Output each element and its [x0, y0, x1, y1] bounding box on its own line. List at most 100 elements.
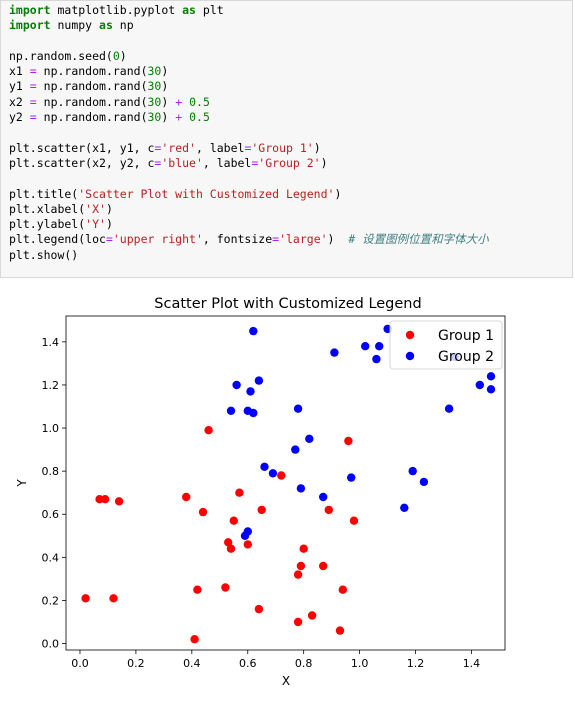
legend-marker-group-1	[405, 330, 415, 340]
point-group-1	[221, 583, 230, 592]
x-axis-ticks: 0.0 0.2 0.4 0.6 0.8 1.0 1.2 1.4	[71, 650, 480, 670]
point-group-2	[444, 404, 454, 413]
point-group-1	[307, 611, 317, 620]
code-token: 'X'	[85, 201, 106, 216]
point-group-2	[475, 380, 484, 390]
point-group-2	[226, 406, 236, 415]
code-line: np.random.seed(0)	[9, 49, 127, 63]
code-token: , label	[195, 140, 245, 155]
point-group-1	[344, 436, 353, 446]
point-group-2	[260, 462, 269, 471]
code-token: )	[327, 232, 349, 247]
code-token: =	[105, 232, 113, 247]
point-group-2	[254, 376, 264, 385]
code-token: np.random.seed(	[9, 48, 113, 63]
legend: Group 1 Group 2	[389, 320, 503, 370]
code-token: plt.ylabel(	[9, 217, 86, 232]
code-editor[interactable]: import matplotlib.pyplot as plt import n…	[1, 1, 572, 263]
code-token: )	[161, 110, 176, 125]
point-group-1	[324, 505, 333, 515]
code-token: plt.show()	[9, 247, 79, 262]
code-token: plt.scatter(x1, y1, c	[9, 140, 155, 155]
point-group-1	[182, 492, 191, 502]
code-token: 30	[147, 94, 162, 109]
y-axis-ticks: 0.0 0.2 0.4 0.6 0.8 1.0 1.2 1.4	[42, 336, 66, 651]
code-line: import matplotlib.pyplot as plt	[9, 3, 224, 17]
point-group-1	[235, 488, 244, 497]
code-cell[interactable]: import matplotlib.pyplot as plt import n…	[0, 0, 573, 278]
point-group-1	[335, 626, 345, 635]
code-token: np	[112, 18, 134, 33]
point-group-1	[243, 540, 252, 549]
legend-label-group-2: Group 2	[438, 349, 494, 365]
point-group-1	[190, 635, 199, 644]
code-token: 0.5	[189, 94, 210, 109]
code-token: x2	[9, 94, 30, 109]
code-token: x1	[9, 64, 30, 79]
point-group-1	[277, 471, 286, 480]
point-group-1	[229, 516, 238, 525]
code-line: plt.title('Scatter Plot with Customized …	[9, 187, 341, 201]
code-token: , fontsize	[202, 232, 273, 247]
code-token: 'Group 2'	[258, 155, 321, 170]
y-axis-label: Y	[15, 479, 29, 488]
point-group-2	[419, 477, 429, 487]
code-token: 30	[147, 79, 162, 94]
point-group-2	[305, 434, 314, 443]
point-group-2	[296, 484, 306, 493]
code-token: =	[29, 94, 37, 109]
code-token: )	[119, 48, 127, 63]
y-tick-label: 1.0	[42, 422, 60, 435]
scatter-chart: Scatter Plot with Customized Legend 0.0 0…	[15, 296, 506, 688]
code-line: x2 = np.random.rand(30) + 0.5	[9, 95, 210, 109]
point-group-1	[100, 495, 110, 504]
plot-area	[65, 315, 506, 651]
point-group-2	[372, 354, 381, 364]
code-token: 'Scatter Plot with Customized Legend'	[78, 186, 335, 201]
y-tick-label: 0.8	[42, 465, 60, 478]
code-token: =	[29, 64, 37, 79]
point-group-2	[486, 372, 496, 381]
code-token: )	[105, 201, 113, 216]
code-token: import	[9, 3, 51, 17]
point-group-2	[249, 326, 258, 336]
code-token: )	[161, 94, 176, 109]
legend-label-group-1: Group 1	[438, 328, 494, 344]
code-token: plt.scatter(x2, y2, c	[9, 155, 155, 170]
code-token: y2	[9, 110, 30, 125]
code-token: 'Group 1'	[251, 140, 314, 155]
point-group-1	[198, 507, 208, 517]
x-tick-label: 1.0	[351, 657, 369, 670]
code-line: import numpy as np	[9, 18, 134, 32]
point-group-1	[193, 585, 202, 594]
point-group-2	[240, 531, 250, 540]
code-token: 'Y'	[85, 217, 106, 232]
code-token: +	[175, 110, 183, 125]
x-axis-label: X	[282, 674, 290, 688]
point-group-1	[293, 617, 303, 627]
code-line: y1 = np.random.rand(30)	[9, 79, 168, 93]
code-token: # 设置图例位置和字体大小	[348, 232, 489, 247]
code-token: )	[313, 140, 321, 155]
points-layer	[81, 324, 496, 644]
point-group-1	[109, 594, 118, 603]
code-token: )	[105, 217, 113, 232]
y-tick-label: 0.6	[42, 508, 60, 521]
point-group-1	[224, 538, 233, 547]
code-token: 30	[147, 110, 162, 125]
code-line: plt.legend(loc='upper right', fontsize='…	[9, 232, 489, 246]
code-token: =	[244, 140, 252, 155]
point-group-2	[246, 387, 255, 396]
y-tick-label: 1.4	[42, 336, 60, 349]
point-group-1	[319, 561, 328, 571]
code-token: =	[251, 155, 259, 170]
code-token: plt.xlabel(	[9, 201, 86, 216]
point-group-2	[268, 469, 278, 478]
code-line: plt.scatter(x1, y1, c='red', label='Grou…	[9, 141, 321, 155]
chart-title: Scatter Plot with Customized Legend	[154, 296, 421, 312]
code-token: =	[154, 140, 162, 155]
code-token: )	[161, 79, 169, 94]
code-line: plt.ylabel('Y')	[9, 217, 113, 231]
x-tick-label: 0.4	[183, 657, 201, 670]
point-group-1	[81, 594, 90, 603]
